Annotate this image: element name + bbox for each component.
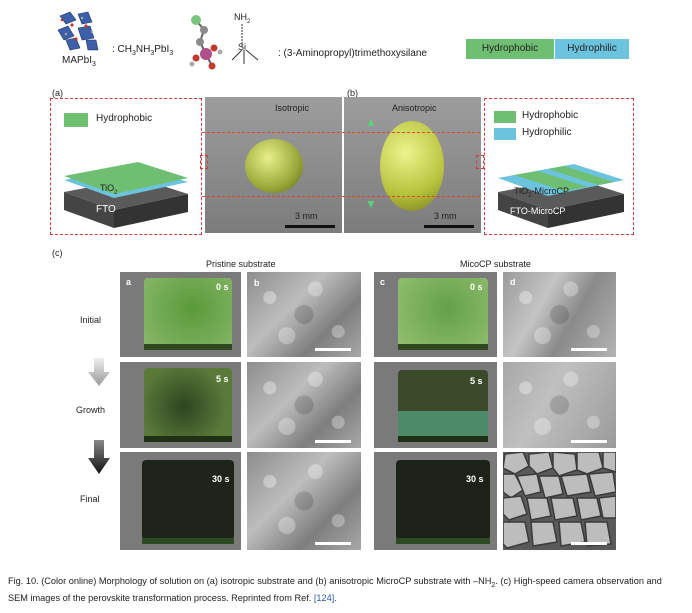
panel-c-letter: (c) [52,248,63,258]
sub-letter-a: a [126,277,132,287]
pristine-initial-sem: b [247,272,361,357]
down-arrow-icon: ▼ [365,197,377,211]
isotropic-scale-bar [285,225,335,228]
panel-b-hydrophobic-label: Hydrophobic [522,110,579,121]
nh2-label: NH2 [234,12,251,25]
sub-letter-c: c [380,277,386,287]
anisotropic-title: Anisotropic [392,103,437,113]
time-label: 0 s [216,282,229,292]
panel-b-hydrophilic-label: Hydrophilic [522,127,572,138]
reference-link[interactable]: [124] [313,592,335,603]
microcp-hydrophilic-swatch [494,128,516,140]
microcp-final-photo: 30 s [374,452,497,550]
microcp-hydrophobic-swatch [494,111,516,123]
guide-line-top [202,132,480,133]
zoom-marker-a [200,155,208,169]
microcp-growth-sem [503,362,616,448]
fto-label-a: FTO [96,204,116,215]
figure-caption: Fig. 10. (Color online) Morphology of so… [8,576,662,603]
sem-scale-bar [571,440,607,443]
time-label: 5 s [216,374,229,384]
sub-letter-d: d [510,277,516,287]
hydrophobic-swatch [64,113,88,127]
aptms-label: : (3-Aminopropyl)trimethoxysilane [278,48,427,59]
anisotropic-scale-label: 3 mm [434,211,457,221]
microcp-final-sem [503,452,616,550]
row-label-final: Final [80,494,100,504]
tio2-microcp-label: TiO2-MicroCP [514,186,570,199]
tio2-label-a: TiO2 [100,183,118,196]
panel-b-schematic-box [484,98,634,235]
up-arrow-icon: ▲ [365,115,377,129]
anisotropic-droplet [380,121,444,211]
panel-a-letter: (a) [52,88,63,98]
sem-scale-bar [315,542,351,545]
sem-scale-bar [571,348,607,351]
pristine-growth-sem [247,362,361,448]
sub-letter-b: b [254,278,260,288]
fto-substrate-a [60,150,192,230]
time-label: 30 s [466,474,484,484]
microcp-initial-sem: d [503,272,616,357]
hydrophobic-legend: Hydrophobic [466,39,554,59]
growth-arrow-dark-icon [88,440,110,474]
row-label-initial: Initial [80,315,102,325]
isotropic-droplet [245,139,303,193]
anisotropic-scale-bar [424,225,474,228]
mapbi3-crystal-icon [52,10,102,52]
time-label: 5 s [470,376,483,386]
fto-microcp-label: FTO-MicroCP [510,206,566,216]
time-label: 0 s [470,282,483,292]
pristine-final-sem [247,452,361,550]
pristine-initial-photo: a 0 s [120,272,241,357]
microcp-growth-photo: 5 s [374,362,497,448]
panel-a-hydrophobic-label: Hydrophobic [96,113,153,124]
isotropic-droplet-photo: Isotropic 3 mm [205,97,342,233]
panel-a-schematic-box [50,98,202,235]
microcp-initial-photo: c 0 s [374,272,497,357]
growth-arrow-light-icon [88,358,110,386]
fto-substrate-b [494,150,628,230]
row-label-growth: Growth [76,405,106,415]
anisotropic-droplet-photo: Anisotropic ▲ ▼ 3 mm [344,97,481,233]
isotropic-scale-label: 3 mm [295,211,318,221]
sem-scale-bar [571,542,607,545]
mapbi3-label: MAPbI3 [62,55,96,68]
time-label: 30 s [212,474,230,484]
hydrophilic-legend: Hydrophilic [555,39,629,59]
sem-scale-bar [315,440,351,443]
guide-line-bottom [202,196,480,197]
pristine-growth-photo: 5 s [120,362,241,448]
zoom-marker-b [476,155,484,169]
isotropic-title: Isotropic [275,103,310,113]
aptms-molecule-icon [186,8,266,70]
si-label: Si [238,42,247,52]
sem-scale-bar [315,348,351,351]
pristine-heading: Pristine substrate [206,259,276,269]
mapbi3-formula: : CH3NH3PbI3 [112,44,174,57]
microcp-heading: MicoCP substrate [460,259,531,269]
panel-b-letter: (b) [347,88,358,98]
pristine-final-photo: 30 s [120,452,241,550]
